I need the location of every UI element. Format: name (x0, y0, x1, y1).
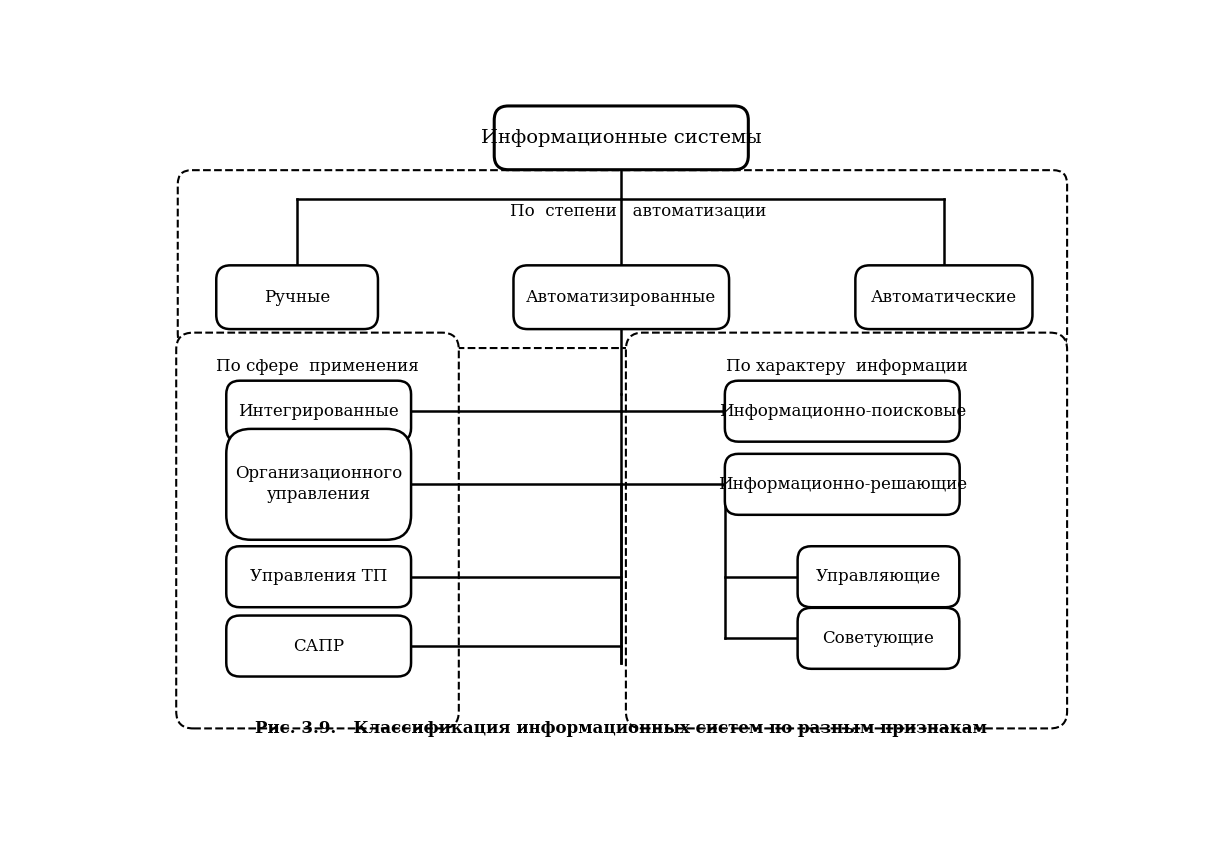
FancyBboxPatch shape (227, 616, 411, 677)
FancyBboxPatch shape (176, 333, 459, 728)
FancyBboxPatch shape (227, 429, 411, 540)
Text: Информационно-поисковые: Информационно-поисковые (718, 402, 966, 419)
Text: По сфере  применения: По сфере применения (216, 358, 418, 375)
Text: Управляющие: Управляющие (816, 568, 941, 585)
FancyBboxPatch shape (513, 265, 729, 329)
FancyBboxPatch shape (798, 546, 959, 607)
Text: По  степени   автоматизации: По степени автоматизации (509, 202, 767, 219)
Text: Автоматизированные: Автоматизированные (526, 289, 717, 306)
Text: Информационно-решающие: Информационно-решающие (718, 476, 967, 493)
Text: Ручные: Ручные (264, 289, 330, 306)
Text: Информационные системы: Информационные системы (482, 129, 762, 147)
Text: Управления ТП: Управления ТП (250, 568, 387, 585)
Text: Рис. 3.9.   Классификация информационных систем по разным признакам: Рис. 3.9. Классификация информационных с… (255, 720, 987, 737)
FancyBboxPatch shape (227, 546, 411, 607)
FancyBboxPatch shape (725, 380, 959, 441)
Text: Автоматические: Автоматические (871, 289, 1016, 306)
Text: Интегрированные: Интегрированные (238, 402, 399, 419)
FancyBboxPatch shape (227, 380, 411, 441)
FancyBboxPatch shape (798, 608, 959, 669)
Text: САПР: САПР (294, 638, 344, 655)
FancyBboxPatch shape (725, 454, 959, 515)
FancyBboxPatch shape (494, 106, 748, 169)
Text: Советующие: Советующие (822, 630, 934, 647)
Text: По характеру  информации: По характеру информации (725, 358, 968, 375)
FancyBboxPatch shape (626, 333, 1067, 728)
FancyBboxPatch shape (178, 170, 1067, 348)
Text: Организационного
управления: Организационного управления (235, 465, 403, 503)
FancyBboxPatch shape (216, 265, 378, 329)
FancyBboxPatch shape (855, 265, 1032, 329)
